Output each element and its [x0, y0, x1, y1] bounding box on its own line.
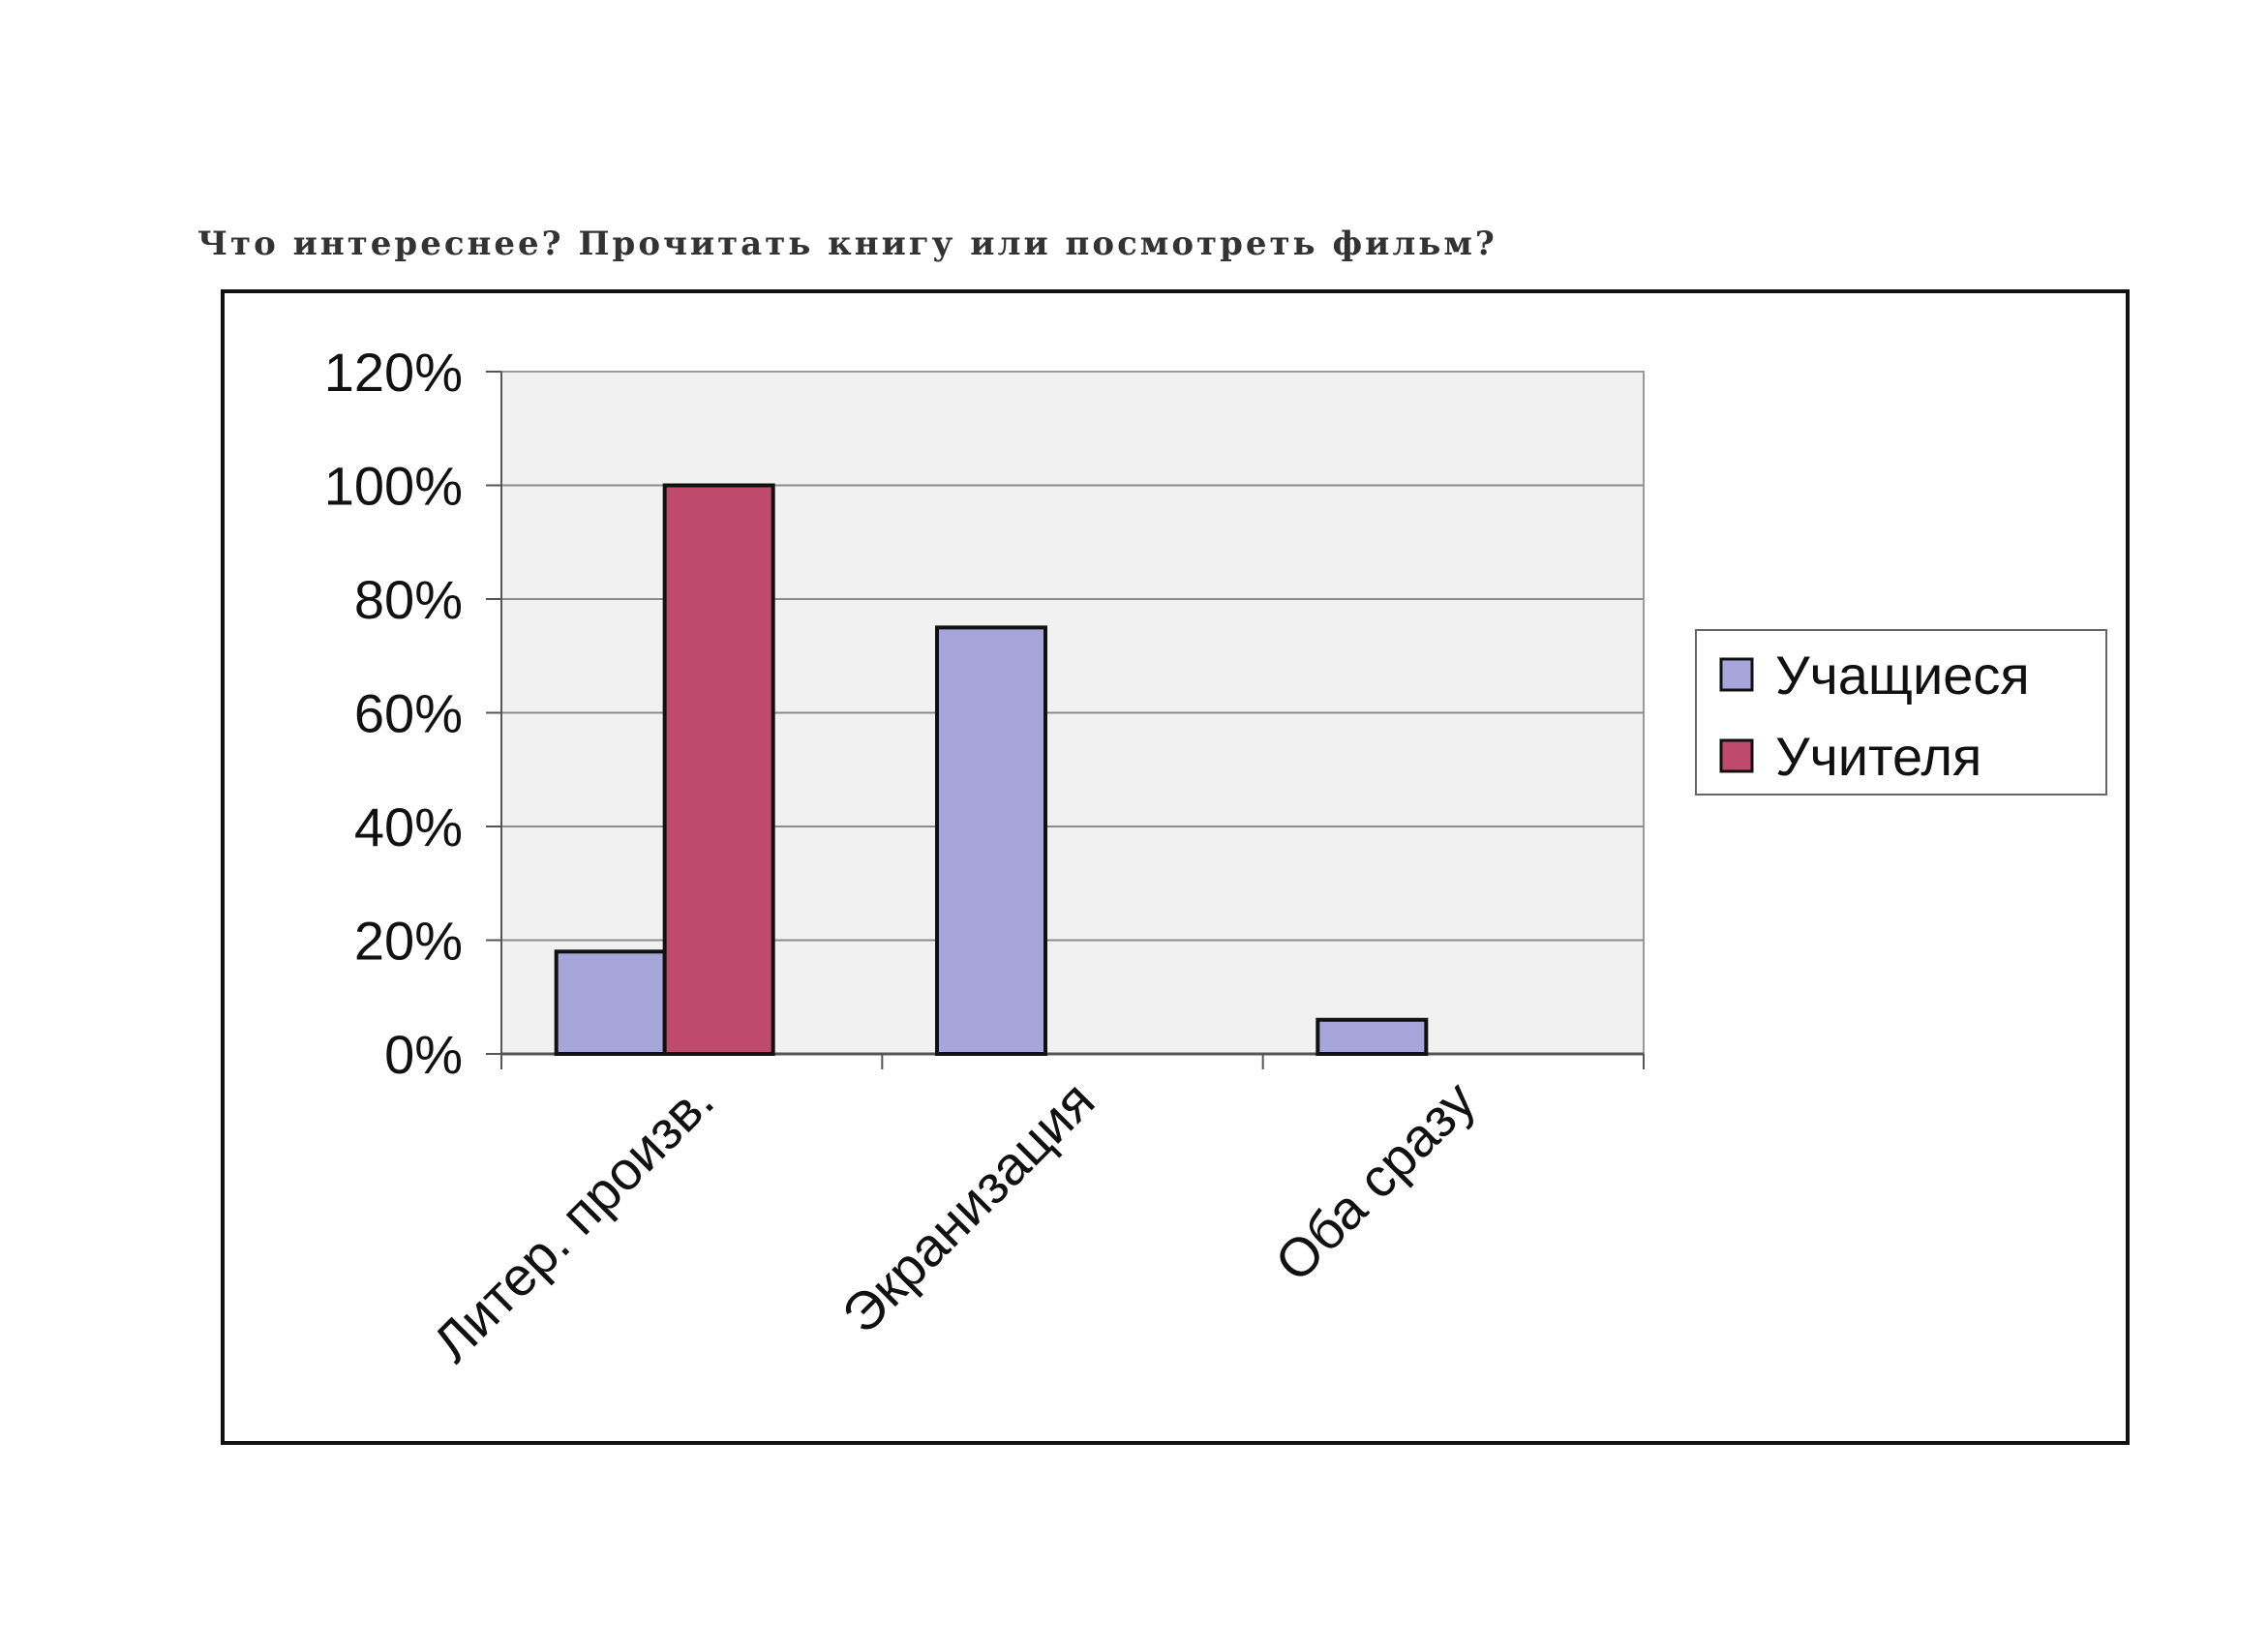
bar-students: [1315, 1017, 1429, 1056]
legend-swatch: [1719, 738, 1754, 773]
y-tick-label: 0%: [384, 1024, 463, 1085]
y-tick-label: 80%: [354, 569, 463, 630]
y-tick-label: 60%: [354, 683, 463, 744]
legend-label: Учащиеся: [1775, 645, 2030, 706]
legend: Учащиеся Учителя: [1695, 629, 2107, 796]
bars: [554, 483, 1429, 1056]
y-tick-label: 20%: [354, 911, 463, 972]
legend-swatch: [1719, 657, 1754, 692]
bar-teachers: [662, 483, 775, 1056]
bar-students: [935, 625, 1047, 1056]
y-tick-label: 120%: [324, 342, 463, 403]
y-tick-label: 100%: [324, 456, 463, 517]
page-title: Что интереснее? Прочитать книгу или посм…: [197, 225, 1497, 263]
y-tick-label: 40%: [354, 796, 463, 857]
bar-students: [554, 949, 667, 1056]
y-axis-ticks: 0% 20% 40% 60% 80% 100% 120%: [324, 342, 463, 1085]
legend-box: [1695, 629, 2107, 796]
legend-label: Учителя: [1775, 726, 1981, 787]
